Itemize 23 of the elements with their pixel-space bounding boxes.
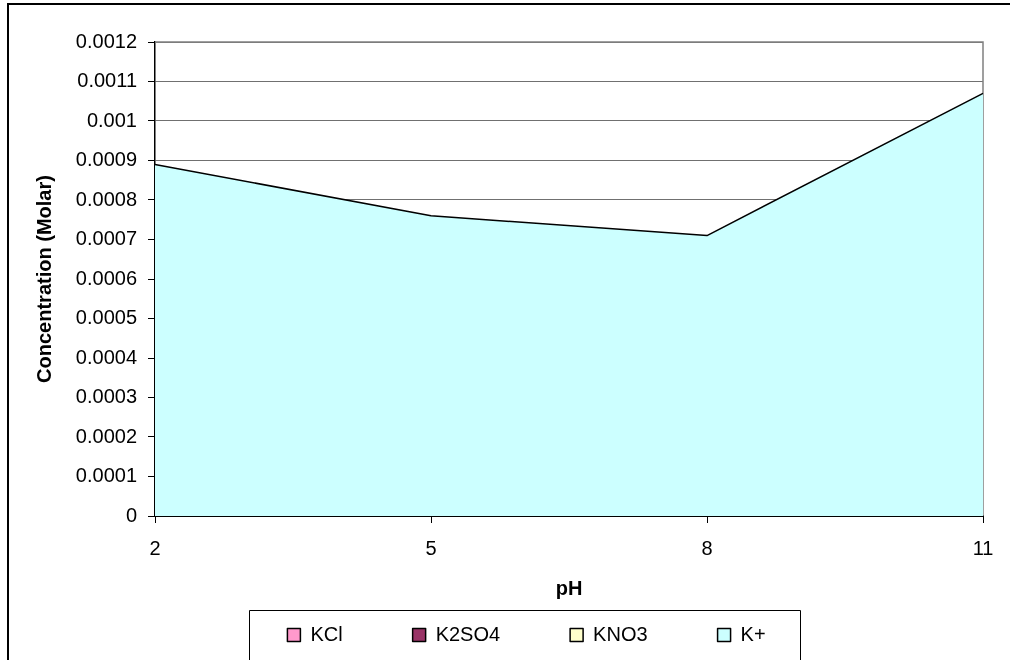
y-tick-label: 0.0009 <box>75 148 137 171</box>
legend-label: K2SO4 <box>435 622 501 645</box>
y-tick-label: 0.0001 <box>75 464 137 487</box>
x-axis-title: pH <box>555 576 583 599</box>
x-tick-label: 8 <box>701 536 713 559</box>
legend-label: KNO3 <box>593 622 648 645</box>
y-tick-label: 0.0012 <box>75 29 137 52</box>
y-tick-label: 0.0002 <box>75 424 137 447</box>
x-tick-label: 11 <box>972 536 994 559</box>
x-tick-label: 2 <box>149 536 161 559</box>
y-tick-label: 0 <box>125 503 137 526</box>
y-tick-label: 0.0004 <box>75 345 137 368</box>
y-tick-label: 0.0007 <box>75 227 137 250</box>
y-tick-label: 0.0003 <box>75 385 137 408</box>
y-axis-title: Concentration (Molar) <box>32 175 55 383</box>
y-tick-label: 0.0008 <box>75 187 137 210</box>
y-tick-label: 0.0005 <box>75 306 137 329</box>
y-tick-label: 0.0006 <box>75 266 137 289</box>
y-tick-label: 0.001 <box>86 108 137 131</box>
legend-label: KCl <box>310 622 343 645</box>
y-tick-label: 0.0011 <box>77 69 137 92</box>
legend-label: K+ <box>740 622 766 645</box>
x-tick-label: 5 <box>425 536 437 559</box>
